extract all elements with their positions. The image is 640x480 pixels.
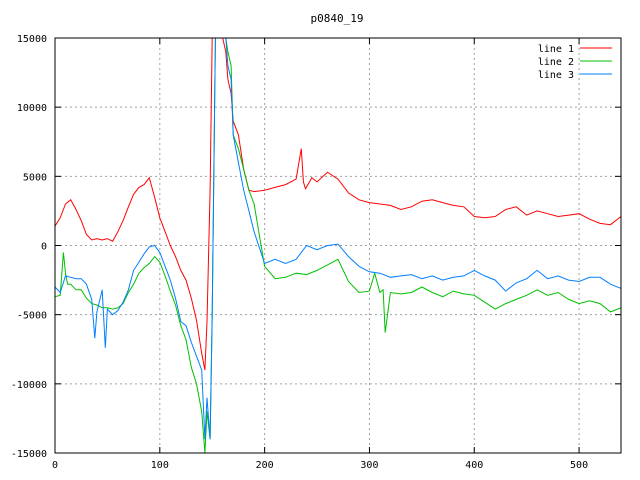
y-tick-label: 10000	[17, 103, 47, 114]
grid	[55, 38, 621, 453]
series-line-1	[55, 38, 621, 371]
x-tick-label: 0	[52, 460, 58, 471]
legend: line 1 line 2 line 3	[538, 44, 612, 81]
y-tick-label: 5000	[23, 172, 47, 183]
y-tick-label: 0	[41, 242, 47, 253]
x-tick-label: 200	[256, 460, 274, 471]
series-line-3	[55, 38, 621, 440]
x-tick-label: 400	[465, 460, 483, 471]
axes: 0 100 200 300 400 500 -15000 -10000 -5000 0 5000 10…	[11, 34, 621, 471]
legend-label-3: line 3	[538, 70, 574, 81]
y-tick-label: -15000	[11, 449, 47, 460]
x-tick-label: 100	[151, 460, 169, 471]
series-layer	[55, 38, 621, 453]
legend-label-2: line 2	[538, 57, 574, 68]
legend-label-1: line 1	[538, 44, 574, 55]
chart-title: p0840_19	[311, 12, 364, 25]
y-tick-label: -5000	[17, 311, 47, 322]
y-tick-label: 15000	[17, 34, 47, 45]
x-tick-label: 500	[570, 460, 588, 471]
x-tick-label: 300	[360, 460, 378, 471]
y-tick-label: -10000	[11, 380, 47, 391]
